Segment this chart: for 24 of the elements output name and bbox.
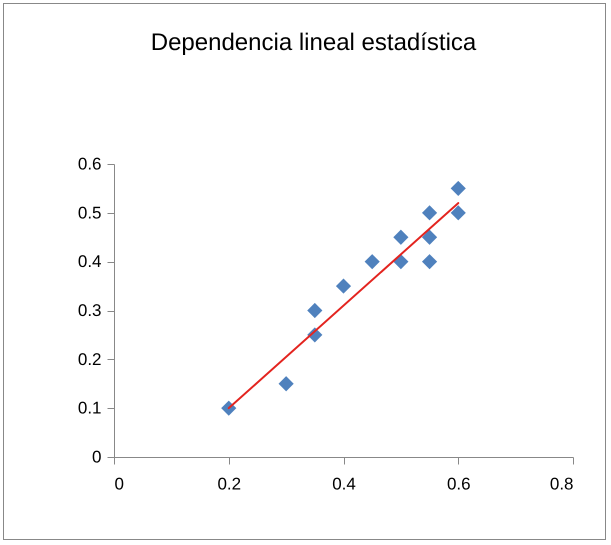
- y-tick-label: 0.5: [78, 203, 102, 222]
- x-tick-label: 0.8: [550, 474, 574, 494]
- x-tick-label: 0.4: [332, 474, 356, 494]
- x-tick-label: 0.6: [446, 474, 471, 494]
- y-tick-label: 0.2: [78, 350, 102, 369]
- point: [278, 376, 294, 392]
- point: [336, 278, 352, 294]
- y-tick-label: 0.6: [78, 154, 102, 174]
- y-tick-label: 0.1: [78, 398, 102, 418]
- point: [422, 205, 438, 220]
- x-tick-label: 0.2: [217, 474, 242, 494]
- y-tick-label: 0.4: [78, 252, 102, 272]
- point: [364, 254, 380, 270]
- point: [307, 302, 322, 318]
- point: [422, 254, 438, 270]
- point: [393, 230, 408, 245]
- y-tick-label: 0: [92, 448, 102, 466]
- x-tick-label: 0: [114, 474, 124, 494]
- point: [393, 254, 408, 270]
- point: [450, 180, 466, 196]
- y-tick-label: 0.3: [78, 301, 102, 320]
- point: [422, 230, 438, 245]
- point: [450, 205, 466, 220]
- chart-title: Dependencia lineal estadística: [150, 29, 477, 56]
